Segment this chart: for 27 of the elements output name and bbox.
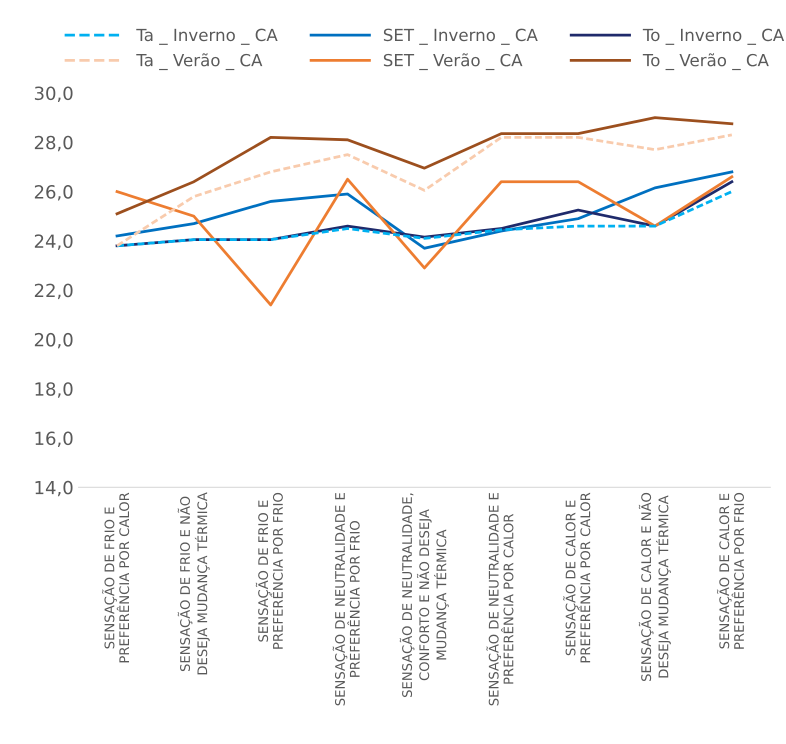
legend-label: SET _ Inverno _ CA [384, 28, 538, 45]
y-tick-label: 14,0 [36, 480, 73, 496]
x-tick-label: SENSAÇÃO DE FRIO E PREFERÊNCIA POR CALOR [102, 492, 130, 662]
y-tick-label: 24,0 [34, 234, 73, 250]
y-tick-label: 30,0 [34, 86, 73, 102]
legend-label: To _ Verão _ CA [642, 53, 769, 70]
legend-label: Ta _ Verão _ CA [136, 53, 262, 70]
x-tick-label: SENSAÇÃO DE CALOR E NÃO DESEJA MUDANÇA TÉRMICA [638, 492, 671, 682]
x-tick-label: SENSAÇÃO DE FRIO E PREFERÊNCIA POR FRIO [256, 492, 283, 649]
y-tick-label: 20,0 [34, 332, 73, 348]
x-tick-label: SENSAÇÃO DE CALOR E PREFERÊNCIA POR CALOR [563, 492, 590, 662]
x-tick-label: SENSAÇÃO DE CALOR E PREFERÊNCIA POR FRIO [716, 492, 744, 649]
y-tick-label: 18,0 [36, 382, 73, 398]
line-series [116, 116, 734, 216]
line-series [116, 175, 734, 306]
y-tick-label: 28,0 [34, 136, 73, 152]
y-tick-label: 16,0 [36, 431, 73, 447]
y-tick-label: 26,0 [34, 185, 73, 201]
x-tick-label: SENSAÇÃO DE NEUTRALIDADE E PREFERÊNCIA POR CALOR [486, 493, 514, 706]
x-tick-label: SENSAÇÃO DE FRIO E NÃO DESEJA MUDANÇA TÉRMICA [178, 492, 210, 674]
line-series [116, 134, 734, 248]
legend-label: Ta _ Inverno _ CA [136, 28, 278, 45]
y-tick-label: 22,0 [34, 284, 73, 300]
x-tick-label: SENSAÇÃO DE NEUTRALIDADE E PREFERÊNCIA POR FRIO [332, 493, 360, 706]
legend-label: SET _ Verão _ CA [384, 53, 522, 70]
legend-label: To _ Inverno _ CA [642, 28, 784, 45]
x-tick-label: SENSAÇÃO DE NEUTRALIDADE, CONFORTO E NÃO DESEJA MUDANÇA TÉRMICA [400, 493, 449, 698]
